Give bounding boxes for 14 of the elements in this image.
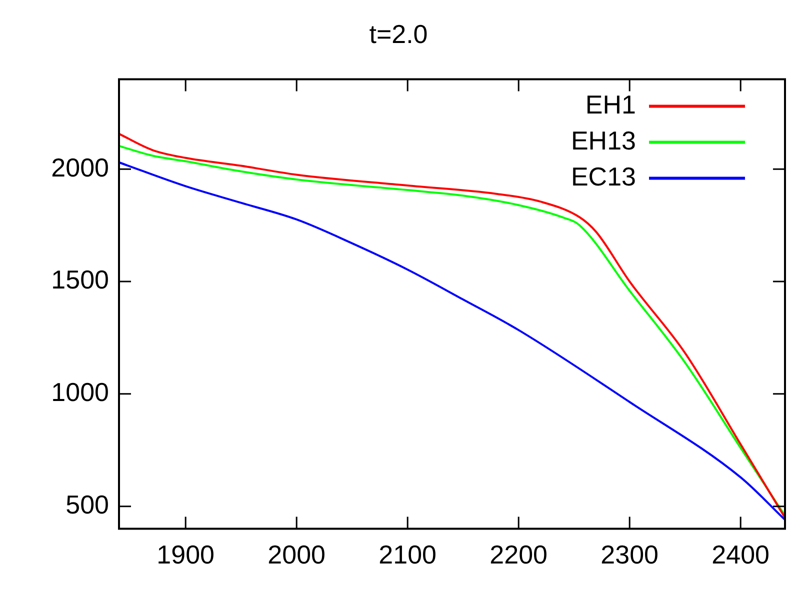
- x-tick-label: 2000: [268, 540, 326, 570]
- x-tick-label: 1900: [156, 540, 215, 570]
- x-tick-label: 2300: [600, 540, 659, 570]
- x-tick-label: 2200: [490, 540, 548, 570]
- y-tick-label: 500: [66, 489, 109, 520]
- legend-label: EC13: [570, 161, 636, 192]
- x-tick-label: 2400: [712, 540, 770, 570]
- y-tick-label: 1500: [51, 264, 109, 295]
- legend-label: EH1: [585, 89, 636, 120]
- chart-title: t=2.0: [369, 18, 428, 49]
- legend-label: EH13: [570, 125, 636, 156]
- y-tick-label: 2000: [51, 152, 109, 182]
- x-tick-label: 2100: [378, 540, 437, 570]
- y-tick-label: 1000: [51, 377, 109, 408]
